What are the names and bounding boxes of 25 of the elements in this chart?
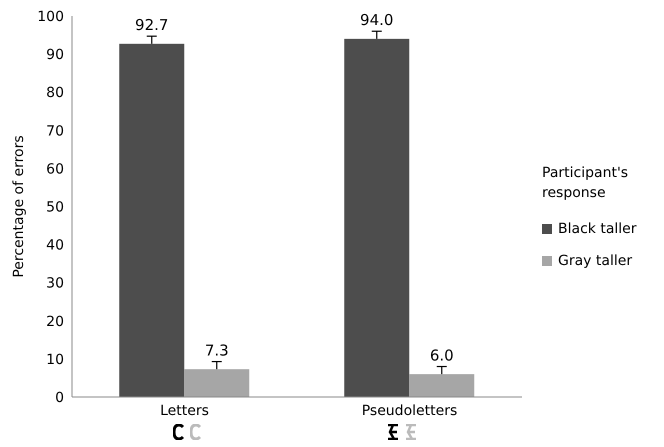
bar bbox=[409, 374, 474, 397]
legend-label: Gray taller bbox=[558, 252, 632, 268]
y-tick-label: 30 bbox=[46, 276, 64, 292]
legend-label: Black taller bbox=[558, 220, 637, 236]
y-tick-label: 50 bbox=[46, 199, 64, 216]
data-label: 7.3 bbox=[204, 342, 229, 360]
y-tick-label: 100 bbox=[37, 8, 64, 25]
bar bbox=[184, 369, 250, 397]
y-axis-title: Percentage of errors bbox=[10, 135, 27, 278]
bar bbox=[344, 38, 410, 397]
y-tick-label: 60 bbox=[46, 161, 64, 178]
x-tick-label: Pseudoletters bbox=[362, 402, 458, 419]
data-label: 6.0 bbox=[430, 346, 454, 365]
bar bbox=[119, 44, 184, 397]
y-tick-label: 80 bbox=[46, 85, 64, 102]
y-tick-label: 20 bbox=[46, 314, 64, 330]
y-tick-label: 0 bbox=[55, 390, 64, 406]
data-label: 94.0 bbox=[360, 11, 394, 30]
x-tick-label: Letters bbox=[160, 402, 209, 419]
legend-title: Participant's response bbox=[542, 164, 630, 202]
y-tick-label: 70 bbox=[46, 123, 64, 140]
y-tick-label: 90 bbox=[46, 47, 64, 64]
data-label: 92.7 bbox=[135, 16, 168, 34]
y-tick-label: 40 bbox=[46, 238, 64, 254]
y-tick-label: 10 bbox=[46, 352, 64, 368]
